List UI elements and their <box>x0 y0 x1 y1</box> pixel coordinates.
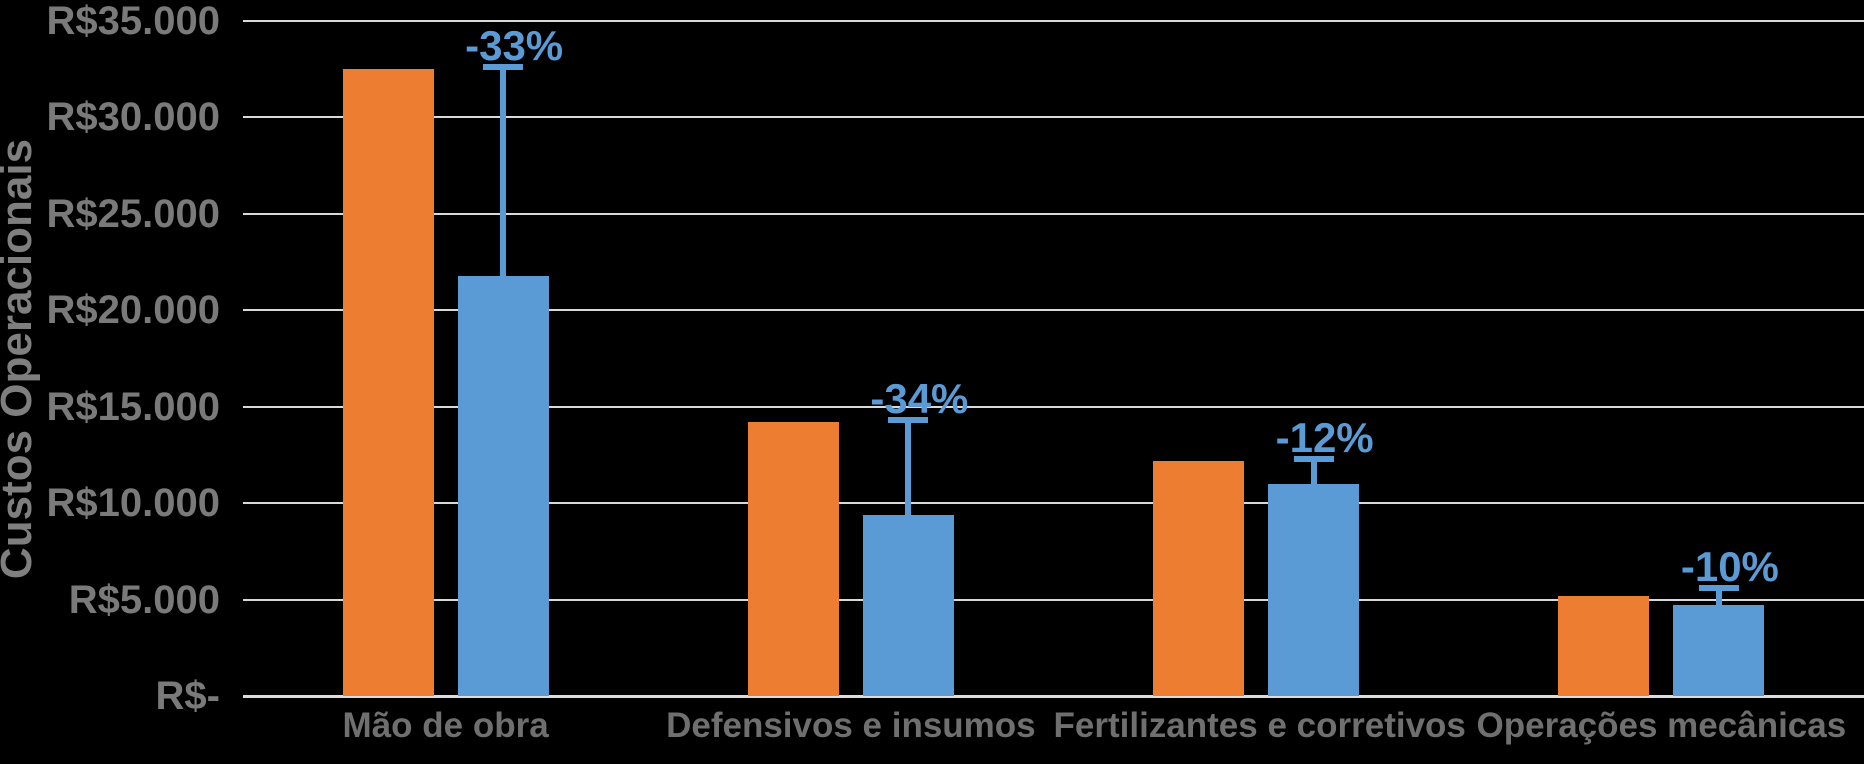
gridline <box>243 405 1864 408</box>
gridline <box>243 309 1864 312</box>
x-category-label: Fertilizantes e corretivos <box>1053 706 1466 745</box>
bar-blue-2 <box>862 514 954 696</box>
y-tick-label: R$30.000 <box>46 95 220 140</box>
gridline <box>243 20 1864 22</box>
bar-orange-3 <box>1153 460 1245 696</box>
x-category-label: Defensivos e insumos <box>666 706 1036 745</box>
y-tick-label: R$5.000 <box>68 577 220 622</box>
gridline <box>243 598 1864 601</box>
percent-annotation: -10% <box>1680 542 1779 590</box>
y-tick-label: R$15.000 <box>46 384 220 429</box>
bar-blue-4 <box>1673 605 1765 696</box>
bar-orange-1 <box>342 69 434 696</box>
y-tick-label: R$20.000 <box>46 288 220 333</box>
bar-blue-1 <box>457 275 549 696</box>
y-tick-label: R$10.000 <box>46 481 220 526</box>
percent-annotation: -12% <box>1275 413 1374 461</box>
error-bar-cap <box>1293 455 1334 462</box>
gridline <box>243 502 1864 505</box>
x-axis-line <box>243 695 1864 698</box>
percent-annotation: -34% <box>870 375 969 423</box>
error-bar-line <box>905 422 912 515</box>
x-category-label: Mão de obra <box>342 706 549 745</box>
error-bar-line <box>1715 589 1722 606</box>
bar-blue-3 <box>1268 483 1360 696</box>
error-bar-cap <box>1698 584 1739 591</box>
bar-orange-4 <box>1558 595 1650 696</box>
gridline <box>243 212 1864 215</box>
error-bar-line <box>1310 460 1317 484</box>
percent-annotation: -33% <box>465 22 564 70</box>
gridline <box>243 116 1864 119</box>
y-tick-label: R$35.000 <box>46 0 220 43</box>
error-bar-cap <box>888 417 929 424</box>
y-tick-label: R$- <box>155 674 220 718</box>
x-category-label: Operações mecânicas <box>1476 706 1847 745</box>
y-tick-label: R$25.000 <box>46 191 220 236</box>
error-bar-cap <box>483 64 524 71</box>
bar-orange-2 <box>747 422 839 696</box>
error-bar-line <box>500 69 507 276</box>
